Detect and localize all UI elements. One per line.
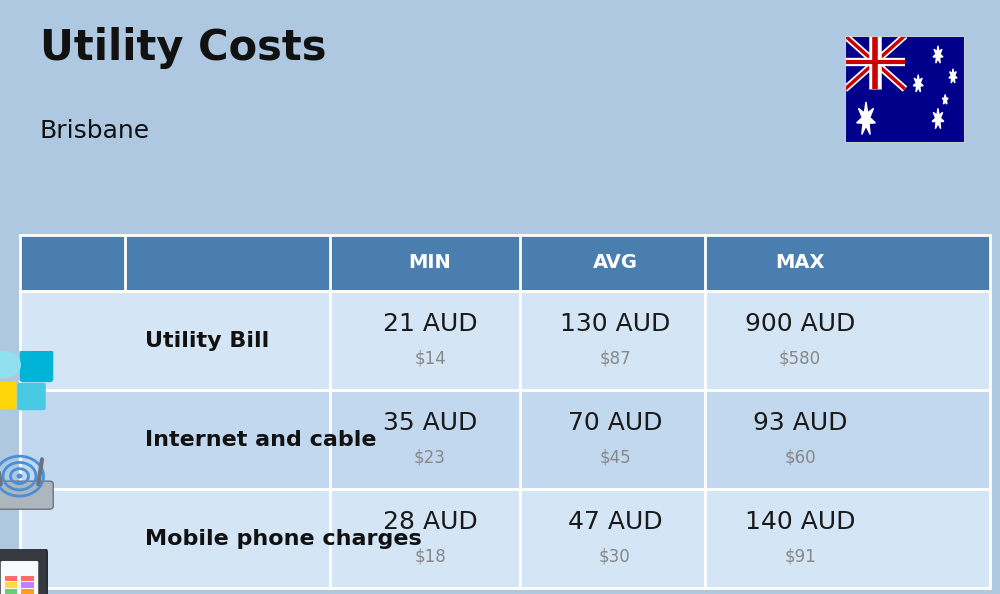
- Polygon shape: [949, 69, 957, 83]
- Bar: [21, 582, 34, 587]
- FancyBboxPatch shape: [0, 381, 17, 409]
- Text: 35 AUD: 35 AUD: [383, 411, 477, 435]
- Bar: [20, 291, 990, 390]
- Text: 28 AUD: 28 AUD: [383, 510, 477, 534]
- Polygon shape: [932, 108, 944, 129]
- Text: $23: $23: [414, 448, 446, 466]
- Polygon shape: [913, 75, 923, 92]
- Bar: [21, 576, 34, 581]
- Polygon shape: [933, 46, 943, 63]
- Polygon shape: [857, 102, 875, 134]
- Text: 47 AUD: 47 AUD: [568, 510, 662, 534]
- Text: 21 AUD: 21 AUD: [383, 312, 477, 336]
- Bar: [20, 390, 990, 489]
- Text: Mobile phone charges: Mobile phone charges: [145, 529, 422, 549]
- FancyBboxPatch shape: [0, 548, 47, 594]
- Text: Utility Costs: Utility Costs: [40, 27, 326, 69]
- Circle shape: [17, 473, 23, 479]
- Bar: [5, 589, 17, 594]
- Bar: [20, 235, 990, 588]
- Bar: [5, 582, 17, 587]
- Text: Brisbane: Brisbane: [40, 119, 150, 143]
- Polygon shape: [942, 94, 948, 104]
- Bar: [21, 589, 34, 594]
- Text: MIN: MIN: [409, 254, 451, 272]
- Text: $87: $87: [599, 349, 631, 367]
- Text: MAX: MAX: [775, 254, 825, 272]
- Text: $14: $14: [414, 349, 446, 367]
- Text: 140 AUD: 140 AUD: [745, 510, 855, 534]
- FancyBboxPatch shape: [1, 561, 38, 594]
- Text: $60: $60: [784, 448, 816, 466]
- Text: 93 AUD: 93 AUD: [753, 411, 847, 435]
- Text: Utility Bill: Utility Bill: [145, 330, 269, 350]
- Text: $30: $30: [599, 548, 631, 565]
- Text: $580: $580: [779, 349, 821, 367]
- Bar: [20, 235, 990, 291]
- Text: 70 AUD: 70 AUD: [568, 411, 662, 435]
- Bar: [5, 576, 17, 581]
- Text: $18: $18: [414, 548, 446, 565]
- Bar: [20, 489, 990, 588]
- Text: 900 AUD: 900 AUD: [745, 312, 855, 336]
- Text: $91: $91: [784, 548, 816, 565]
- FancyBboxPatch shape: [20, 350, 53, 382]
- Text: 130 AUD: 130 AUD: [560, 312, 670, 336]
- Text: AVG: AVG: [592, 254, 638, 272]
- FancyBboxPatch shape: [17, 383, 46, 410]
- Circle shape: [0, 351, 21, 378]
- FancyBboxPatch shape: [0, 481, 53, 509]
- Text: Internet and cable: Internet and cable: [145, 429, 376, 450]
- Text: $45: $45: [599, 448, 631, 466]
